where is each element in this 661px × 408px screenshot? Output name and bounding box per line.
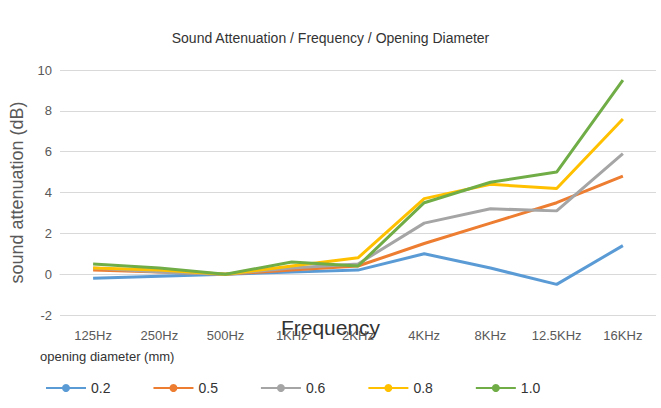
svg-text:-2: -2: [40, 308, 52, 323]
svg-text:125Hz: 125Hz: [74, 328, 112, 343]
svg-text:8KHz: 8KHz: [475, 328, 507, 343]
svg-text:0: 0: [45, 267, 52, 282]
svg-text:sound attenuation (dB): sound attenuation (dB): [7, 101, 27, 283]
svg-text:250Hz: 250Hz: [141, 328, 179, 343]
svg-text:12.5KHz: 12.5KHz: [532, 328, 582, 343]
svg-text:0.6: 0.6: [306, 380, 326, 396]
svg-text:500Hz: 500Hz: [207, 328, 245, 343]
svg-text:0.8: 0.8: [413, 380, 433, 396]
svg-text:16KHz: 16KHz: [603, 328, 642, 343]
svg-text:2KHz: 2KHz: [342, 328, 374, 343]
svg-text:1.0: 1.0: [521, 380, 541, 396]
svg-text:10: 10: [38, 63, 52, 78]
svg-text:4: 4: [45, 185, 52, 200]
svg-text:0.2: 0.2: [91, 380, 111, 396]
svg-text:opening diameter (mm): opening diameter (mm): [40, 349, 174, 364]
svg-text:Sound Attenuation / Frequency: Sound Attenuation / Frequency / Opening …: [172, 30, 490, 46]
svg-text:4KHz: 4KHz: [408, 328, 440, 343]
svg-text:2: 2: [45, 226, 52, 241]
svg-text:1KHz: 1KHz: [276, 328, 308, 343]
svg-text:0.5: 0.5: [198, 380, 218, 396]
svg-text:6: 6: [45, 144, 52, 159]
svg-text:8: 8: [45, 103, 52, 118]
